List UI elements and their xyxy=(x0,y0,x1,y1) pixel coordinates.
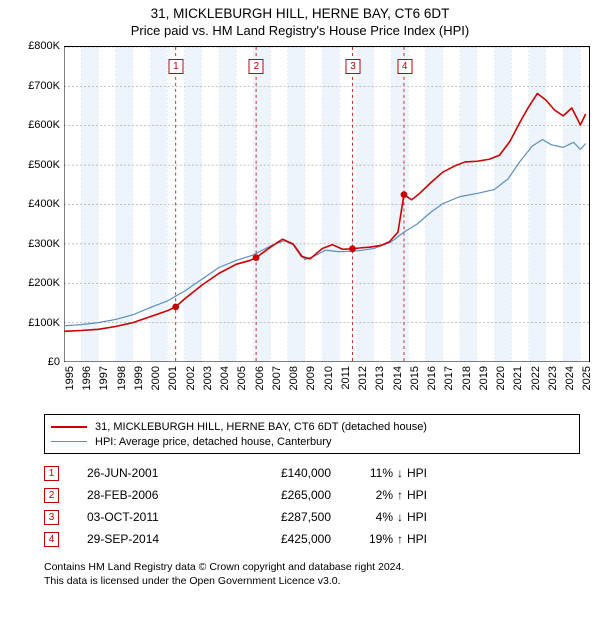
y-tick-label: £0 xyxy=(48,356,60,368)
footer-line: Contains HM Land Registry data © Crown c… xyxy=(44,560,580,574)
arrow-up-icon: ↑ xyxy=(393,532,407,546)
sale-row: 2 28-FEB-2006£265,000 2%↑HPI xyxy=(44,484,580,506)
sale-pct: 4% xyxy=(347,510,393,524)
x-tick-label: 2013 xyxy=(374,366,386,390)
x-tick-label: 2016 xyxy=(426,366,438,390)
x-tick-label: 2007 xyxy=(271,366,283,390)
x-tick-label: 2015 xyxy=(409,366,421,390)
y-tick-label: £500K xyxy=(28,159,60,171)
title-address: 31, MICKLEBURGH HILL, HERNE BAY, CT6 6DT xyxy=(0,6,600,21)
sale-vs-label: HPI xyxy=(407,488,427,502)
x-tick-label: 2019 xyxy=(478,366,490,390)
x-tick-label: 1998 xyxy=(116,366,128,390)
x-tick-label: 2000 xyxy=(150,366,162,390)
x-tick-label: 2010 xyxy=(323,366,335,390)
legend-swatch xyxy=(51,441,87,442)
x-tick-label: 2020 xyxy=(495,366,507,390)
x-tick-label: 1995 xyxy=(64,366,76,390)
legend-row: 31, MICKLEBURGH HILL, HERNE BAY, CT6 6DT… xyxy=(51,419,573,434)
x-tick-label: 1997 xyxy=(98,366,110,390)
x-tick-label: 2025 xyxy=(581,366,593,390)
y-tick-label: £200K xyxy=(28,277,60,289)
sale-date: 26-JUN-2001 xyxy=(87,466,223,480)
sale-price: £425,000 xyxy=(223,532,331,546)
y-tick-label: £300K xyxy=(28,238,60,250)
y-tick-label: £700K xyxy=(28,80,60,92)
x-tick-label: 2006 xyxy=(254,366,266,390)
x-tick-label: 2003 xyxy=(202,366,214,390)
y-tick-label: £800K xyxy=(28,40,60,52)
x-tick-label: 1999 xyxy=(133,366,145,390)
x-tick-label: 2004 xyxy=(219,366,231,390)
sale-marker-box: 1 xyxy=(168,59,183,74)
sale-vs-label: HPI xyxy=(407,466,427,480)
footer-line: This data is licensed under the Open Gov… xyxy=(44,574,580,588)
sale-pct: 19% xyxy=(347,532,393,546)
sale-marker-box: 2 xyxy=(249,59,264,74)
sale-index-box: 3 xyxy=(44,510,59,525)
title-subtitle: Price paid vs. HM Land Registry's House … xyxy=(0,23,600,38)
x-tick-label: 2001 xyxy=(167,366,179,390)
sale-index-box: 4 xyxy=(44,532,59,547)
sale-marker-box: 3 xyxy=(346,59,361,74)
x-axis: 1995 1996 1997 1998 1999 2000 2001 2002 2003 2004… xyxy=(64,362,590,410)
legend-swatch xyxy=(51,426,87,428)
sale-date: 29-SEP-2014 xyxy=(87,532,223,546)
x-tick-label: 2011 xyxy=(340,366,352,390)
sale-price: £265,000 xyxy=(223,488,331,502)
sales-table: 126-JUN-2001£140,00011%↓HPI228-FEB-2006£… xyxy=(44,462,580,550)
x-tick-label: 2022 xyxy=(530,366,542,390)
sale-date: 03-OCT-2011 xyxy=(87,510,223,524)
y-tick-label: £400K xyxy=(28,198,60,210)
sale-index-box: 1 xyxy=(44,466,59,481)
x-tick-label: 2021 xyxy=(512,366,524,390)
arrow-down-icon: ↓ xyxy=(393,510,407,524)
chart-area: £0£100K£200K£300K£400K£500K£600K£700K£80… xyxy=(20,46,590,362)
x-tick-label: 2002 xyxy=(185,366,197,390)
legend-row: HPI: Average price, detached house, Cant… xyxy=(51,434,573,449)
x-tick-label: 2023 xyxy=(547,366,559,390)
arrow-up-icon: ↑ xyxy=(393,488,407,502)
y-tick-label: £100K xyxy=(28,317,60,329)
legend: 31, MICKLEBURGH HILL, HERNE BAY, CT6 6DT… xyxy=(44,414,580,454)
y-axis: £0£100K£200K£300K£400K£500K£600K£700K£80… xyxy=(20,46,64,362)
sale-pct: 11% xyxy=(347,466,393,480)
footer: Contains HM Land Registry data © Crown c… xyxy=(44,560,580,588)
sale-row: 1 26-JUN-2001£140,000 11%↓HPI xyxy=(44,462,580,484)
x-tick-label: 2018 xyxy=(461,366,473,390)
x-tick-label: 2024 xyxy=(564,366,576,390)
sale-date: 28-FEB-2006 xyxy=(87,488,223,502)
sale-marker-box: 4 xyxy=(397,59,412,74)
arrow-down-icon: ↓ xyxy=(393,466,407,480)
x-tick-label: 1996 xyxy=(81,366,93,390)
sale-vs-label: HPI xyxy=(407,532,427,546)
plot: 1 2 3 4 xyxy=(64,46,590,362)
x-tick-label: 2009 xyxy=(305,366,317,390)
legend-label: HPI: Average price, detached house, Cant… xyxy=(95,436,331,448)
sale-index-box: 2 xyxy=(44,488,59,503)
x-tick-label: 2017 xyxy=(443,366,455,390)
legend-label: 31, MICKLEBURGH HILL, HERNE BAY, CT6 6DT… xyxy=(95,421,427,433)
sale-pct: 2% xyxy=(347,488,393,502)
y-tick-label: £600K xyxy=(28,119,60,131)
x-tick-label: 2008 xyxy=(288,366,300,390)
sale-row: 4 29-SEP-2014£425,000 19%↑HPI xyxy=(44,528,580,550)
sale-price: £287,500 xyxy=(223,510,331,524)
sale-vs-label: HPI xyxy=(407,510,427,524)
x-tick-label: 2005 xyxy=(236,366,248,390)
sale-price: £140,000 xyxy=(223,466,331,480)
plot-svg xyxy=(64,47,589,362)
x-tick-label: 2014 xyxy=(392,366,404,390)
x-tick-label: 2012 xyxy=(357,366,369,390)
sale-row: 3 03-OCT-2011£287,500 4%↓HPI xyxy=(44,506,580,528)
